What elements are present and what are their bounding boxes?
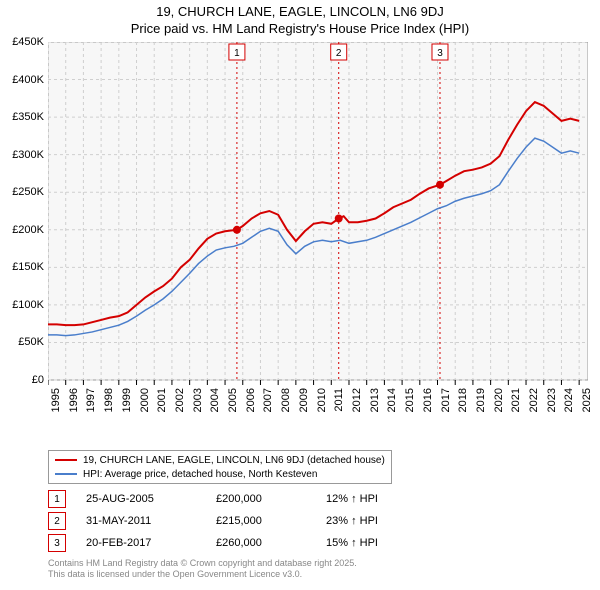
sale-date-2: 20-FEB-2017: [86, 537, 216, 549]
footer-line-2: This data is licensed under the Open Gov…: [48, 569, 357, 580]
sale-badge-2-n: 3: [54, 538, 60, 549]
x-tick-label: 2004: [209, 388, 221, 418]
sale-badge-1-n: 2: [54, 516, 60, 527]
sale-price-0: £200,000: [216, 493, 326, 505]
x-tick-label: 2000: [139, 388, 151, 418]
svg-text:2: 2: [336, 48, 342, 59]
legend-label-1: HPI: Average price, detached house, Nort…: [83, 469, 317, 480]
legend-label-0: 19, CHURCH LANE, EAGLE, LINCOLN, LN6 9DJ…: [83, 455, 385, 466]
sale-badge-0: 1: [48, 490, 66, 508]
title-block: 19, CHURCH LANE, EAGLE, LINCOLN, LN6 9DJ…: [0, 0, 600, 38]
y-tick-label: £50K: [0, 336, 44, 348]
y-tick-label: £400K: [0, 74, 44, 86]
x-tick-label: 2008: [280, 388, 292, 418]
title-line-2: Price paid vs. HM Land Registry's House …: [0, 21, 600, 38]
x-tick-label: 2016: [422, 388, 434, 418]
x-tick-label: 2025: [581, 388, 593, 418]
x-tick-label: 1995: [50, 388, 62, 418]
x-tick-label: 2013: [369, 388, 381, 418]
x-tick-label: 2012: [351, 388, 363, 418]
y-tick-label: £100K: [0, 299, 44, 311]
x-tick-label: 2005: [227, 388, 239, 418]
x-tick-label: 2010: [316, 388, 328, 418]
x-tick-label: 2009: [298, 388, 310, 418]
footer-line-1: Contains HM Land Registry data © Crown c…: [48, 558, 357, 569]
y-tick-label: £300K: [0, 149, 44, 161]
sale-badge-1: 2: [48, 512, 66, 530]
x-tick-label: 2024: [563, 388, 575, 418]
x-tick-label: 2021: [510, 388, 522, 418]
svg-text:1: 1: [234, 48, 240, 59]
sales-row-0: 1 25-AUG-2005 £200,000 12% ↑ HPI: [48, 488, 426, 510]
sale-date-1: 31-MAY-2011: [86, 515, 216, 527]
sale-date-0: 25-AUG-2005: [86, 493, 216, 505]
y-tick-label: £200K: [0, 224, 44, 236]
x-tick-label: 2022: [528, 388, 540, 418]
sale-badge-2: 3: [48, 534, 66, 552]
x-tick-label: 2015: [404, 388, 416, 418]
x-tick-label: 1996: [68, 388, 80, 418]
sale-diff-2: 15% ↑ HPI: [326, 537, 426, 549]
x-tick-label: 2018: [457, 388, 469, 418]
y-tick-label: £0: [0, 374, 44, 386]
x-tick-label: 1997: [85, 388, 97, 418]
y-tick-label: £250K: [0, 186, 44, 198]
x-tick-label: 1998: [103, 388, 115, 418]
legend-item-1: HPI: Average price, detached house, Nort…: [55, 467, 385, 481]
legend-item-0: 19, CHURCH LANE, EAGLE, LINCOLN, LN6 9DJ…: [55, 453, 385, 467]
chart-area: 1 2 3: [48, 42, 588, 412]
x-tick-label: 2020: [493, 388, 505, 418]
svg-text:3: 3: [437, 48, 443, 59]
x-tick-label: 2019: [475, 388, 487, 418]
legend-swatch-0: [55, 459, 77, 461]
x-tick-label: 2006: [245, 388, 257, 418]
sales-row-2: 3 20-FEB-2017 £260,000 15% ↑ HPI: [48, 532, 426, 554]
sale-price-1: £215,000: [216, 515, 326, 527]
x-tick-label: 2002: [174, 388, 186, 418]
x-tick-label: 2023: [546, 388, 558, 418]
legend: 19, CHURCH LANE, EAGLE, LINCOLN, LN6 9DJ…: [48, 450, 392, 484]
y-tick-label: £450K: [0, 36, 44, 48]
title-line-1: 19, CHURCH LANE, EAGLE, LINCOLN, LN6 9DJ: [0, 4, 600, 21]
sale-badge-0-n: 1: [54, 494, 60, 505]
y-tick-label: £150K: [0, 261, 44, 273]
sales-table: 1 25-AUG-2005 £200,000 12% ↑ HPI 2 31-MA…: [48, 488, 426, 554]
chart-container: 19, CHURCH LANE, EAGLE, LINCOLN, LN6 9DJ…: [0, 0, 600, 590]
x-tick-label: 2003: [192, 388, 204, 418]
x-tick-label: 2011: [333, 388, 345, 418]
x-tick-label: 2001: [156, 388, 168, 418]
y-tick-label: £350K: [0, 111, 44, 123]
x-tick-label: 2017: [440, 388, 452, 418]
sale-diff-0: 12% ↑ HPI: [326, 493, 426, 505]
sale-diff-1: 23% ↑ HPI: [326, 515, 426, 527]
sales-row-1: 2 31-MAY-2011 £215,000 23% ↑ HPI: [48, 510, 426, 532]
x-tick-label: 2014: [386, 388, 398, 418]
x-tick-label: 1999: [121, 388, 133, 418]
x-tick-label: 2007: [262, 388, 274, 418]
footer: Contains HM Land Registry data © Crown c…: [48, 558, 357, 581]
legend-swatch-1: [55, 473, 77, 475]
sale-price-2: £260,000: [216, 537, 326, 549]
chart-svg: 1 2 3: [48, 42, 588, 412]
